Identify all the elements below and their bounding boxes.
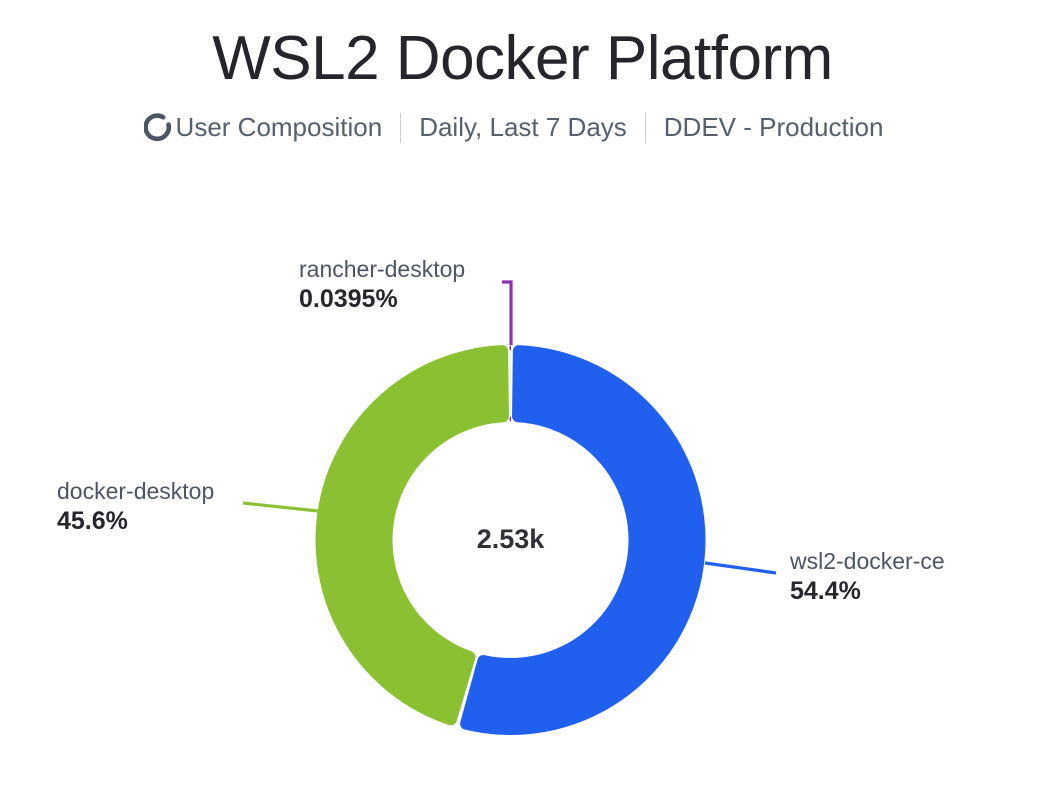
subtitle-range: Daily, Last 7 Days xyxy=(401,112,645,143)
subtitle-range-label: Daily, Last 7 Days xyxy=(419,112,627,142)
donut-chart-icon xyxy=(142,112,174,143)
callout-category-label: rancher-desktop xyxy=(299,256,466,282)
subtitle-divider-2 xyxy=(644,112,646,143)
leader-line-rancher-desktop xyxy=(502,280,513,345)
callout-rancher-desktop: rancher-desktop 0.0395% xyxy=(299,256,465,315)
callout-wsl2-docker-ce: wsl2-docker-ce 54.4% xyxy=(790,548,945,607)
donut-center-total: 2.53k xyxy=(476,524,545,554)
leader-line-docker-desktop xyxy=(242,501,319,513)
page-title: WSL2 Docker Platform xyxy=(212,24,833,93)
subtitle-metric-label: User Composition xyxy=(175,112,383,142)
callout-docker-desktop: docker-desktop 45.6% xyxy=(57,478,214,537)
callout-percent-value: 0.0395% xyxy=(299,285,398,314)
callout-category-label: docker-desktop xyxy=(57,478,215,504)
chart-subtitle-row: User Composition Daily, Last 7 Days DDEV… xyxy=(0,112,1045,143)
subtitle-metric: User Composition xyxy=(142,112,401,143)
donut-slice-rancher-desktop[interactable] xyxy=(509,345,512,423)
callout-percent-value: 45.6% xyxy=(57,507,128,536)
subtitle-source-label: DDEV - Production xyxy=(663,112,884,142)
callout-category-label: wsl2-docker-ce xyxy=(790,548,945,574)
subtitle-divider-1 xyxy=(400,112,402,143)
leader-line-wsl2-docker-ce xyxy=(704,561,777,575)
chart-header: WSL2 Docker Platform User Composition Da… xyxy=(0,0,1045,143)
callout-percent-value: 54.4% xyxy=(790,577,861,606)
subtitle-source: DDEV - Production xyxy=(646,112,902,143)
